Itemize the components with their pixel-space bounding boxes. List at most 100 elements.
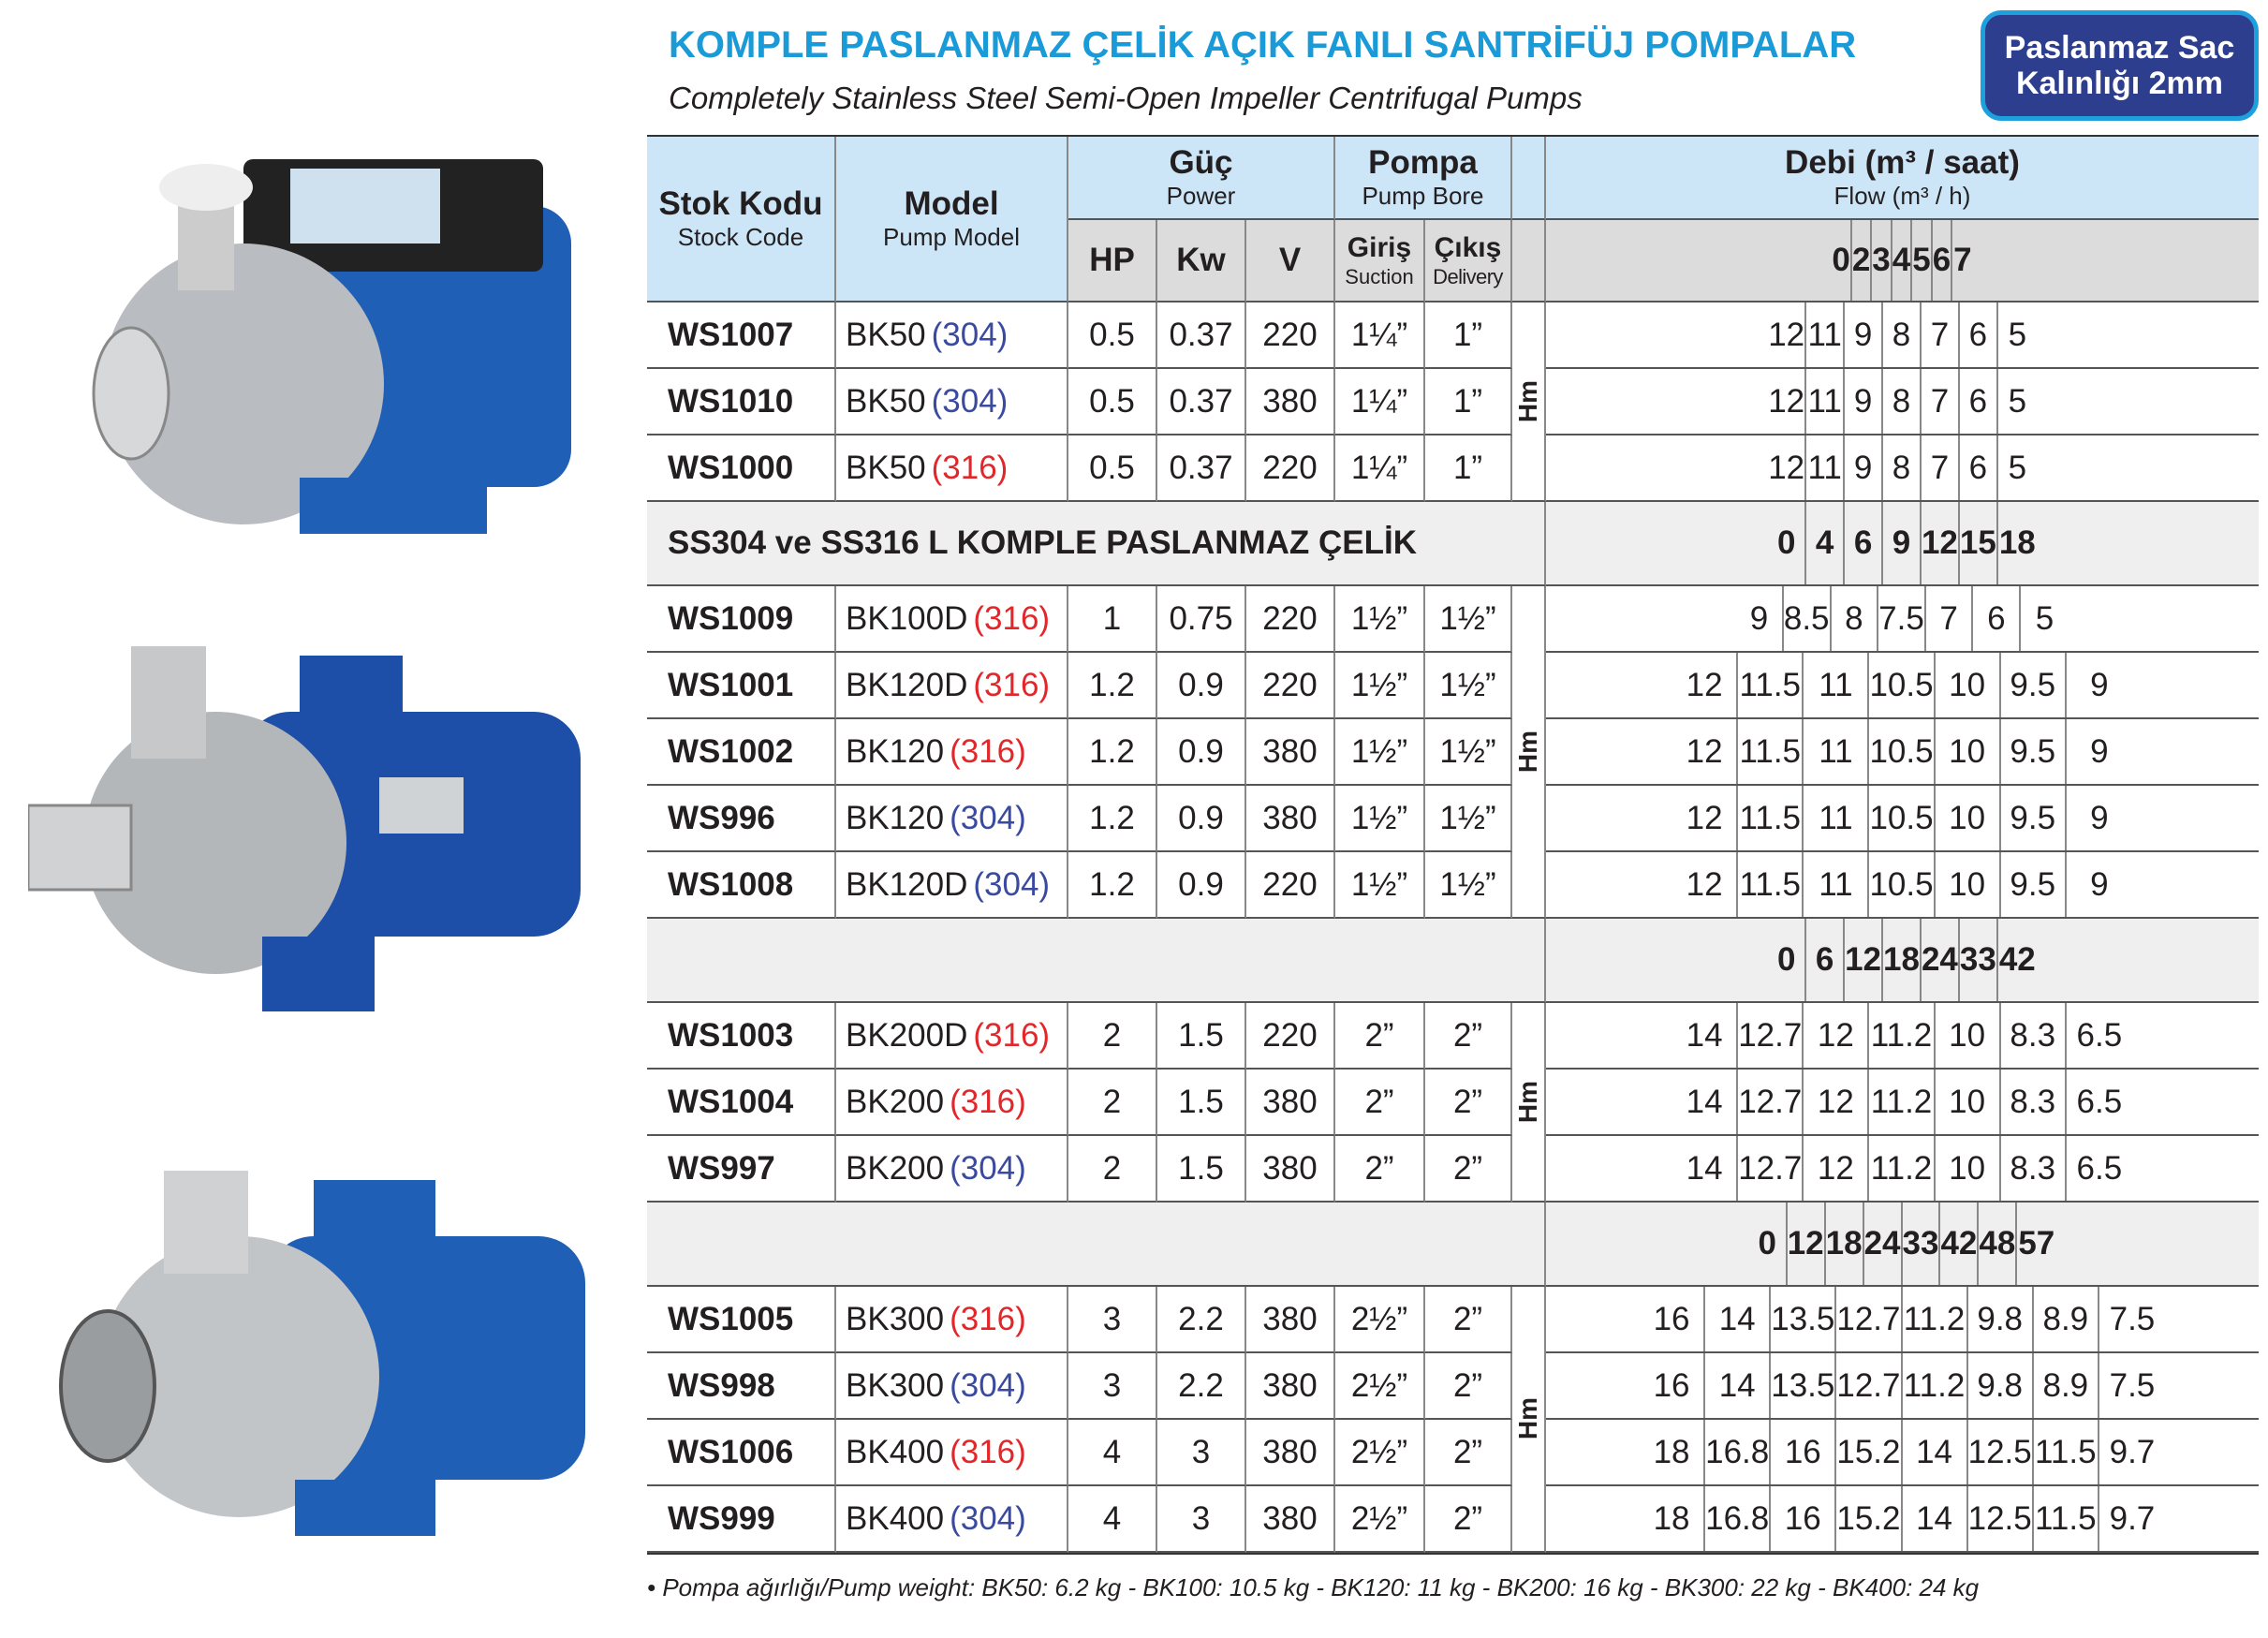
header-sublabel: Stock Code [677,222,804,251]
badge-line-2: Kalınlığı 2mm [2015,66,2224,101]
flow-cells: 12 11.5 11 10.5 10 9.5 9 [1672,786,2132,850]
head-value: 10.5 [1869,719,1936,784]
spec-in: 2” [1335,1070,1425,1136]
head-value: 9.8 [1968,1287,2034,1351]
head-value: 8.3 [2001,1070,2067,1134]
hm-label: Hm [1513,379,1542,423]
material-grade: (304) [950,1149,1026,1187]
spec-hp: 1.2 [1068,852,1157,919]
head-value: 10.5 [1869,786,1936,850]
flow-value: 18 [1997,502,2037,584]
flow-cells: 14 12.7 12 11.2 10 8.3 6.5 [1672,1003,2132,1068]
hm-column: Hm [1512,303,1546,502]
model-name: BK100D [846,599,968,637]
spec-in: 2½” [1335,1420,1425,1486]
head-value: 12.5 [1968,1420,2034,1484]
head-values: 12 11.5 11 10.5 10 9.5 9 [1546,653,2259,719]
head-value: 8.3 [2001,1136,2067,1201]
spec-hp: 4 [1068,1486,1157,1553]
head-value: 11.2 [1869,1070,1936,1134]
head-value: 14 [1672,1070,1739,1134]
header-sublabel: Pump Model [883,222,1020,251]
head-value: 16.8 [1705,1420,1772,1484]
spec-out: 1” [1425,303,1512,369]
stock-code: WS1004 [647,1070,836,1136]
header-text: Giriş Suction [1345,232,1413,288]
spec-hp: 1.2 [1068,719,1157,786]
head-value: 9 [2090,865,2109,903]
stock-code: WS998 [647,1353,836,1420]
material-grade: (316) [973,1016,1051,1054]
header-text: Model Pump Model [883,185,1020,251]
head-value: 11.5 [1738,786,1804,850]
spec-out: 2” [1425,1486,1512,1553]
flow-cells: 12 11.5 11 10.5 10 9.5 9 [1672,719,2132,784]
head-value: 11 [1804,653,1870,717]
head-value: 5 [2008,316,2027,353]
header-hm-spacer [1512,220,1546,303]
flow-value: 7 [1952,220,1973,301]
head-value: 11.5 [2034,1420,2099,1484]
spec-out: 1½” [1425,586,1512,653]
material-grade: (304) [931,382,1009,420]
head-value: 6 [1960,369,1998,434]
head-value: 10 [1936,1070,2001,1134]
hm-column: Hm [1512,586,1546,919]
header-label: Giriş [1347,232,1412,264]
material-grade: (304) [950,1366,1026,1404]
head-value: 12 [1672,786,1739,850]
header-stock-code: Stok Kodu Stock Code [647,137,836,303]
head-value: 12.7 [1738,1003,1804,1068]
header-label: Güç [1169,144,1233,182]
head-value: 11 [1806,303,1846,367]
material-grade: (316) [931,449,1009,486]
section-title: SS304 ve SS316 L KOMPLE PASLANMAZ ÇELİK [647,502,1546,586]
head-value: 9 [2090,732,2109,770]
head-value: 16 [1771,1420,1837,1484]
head-values: 12 11 9 8 7 6 5 [1546,369,2259,435]
stock-code: WS1000 [647,435,836,502]
hm-column: Hm [1512,1287,1546,1553]
flow-cells: 14 12.7 12 11.2 10 8.3 6.5 [1672,1070,2132,1134]
spec-v: 380 [1246,1287,1335,1353]
material-grade: (304) [931,316,1009,353]
model-cell: BK120D (316) [836,653,1068,719]
head-value: 12 [1672,653,1739,717]
pump-spec-table: Stok Kodu Stock Code Model Pump Model Güç Pow… [647,135,2259,1555]
spec-kw: 1.5 [1157,1070,1246,1136]
material-grade: (304) [973,865,1051,903]
spec-kw: 0.9 [1157,852,1246,919]
flow-value: 4 [1892,220,1913,301]
hm-label: Hm [1513,730,1542,774]
spec-hp: 4 [1068,1420,1157,1486]
spec-kw: 3 [1157,1420,1246,1486]
head-values: 16 14 13.5 12.7 11.2 9.8 8.9 7.5 [1546,1287,2259,1353]
spec-kw: 0.9 [1157,653,1246,719]
flow-value: 3 [1872,220,1892,301]
head-value: 12.5 [1968,1486,2034,1551]
model-name: BK50 [846,316,926,353]
head-value: 15.2 [1836,1486,1903,1551]
spec-hp: 0.5 [1068,435,1157,502]
header-v: V [1246,220,1335,303]
header-sublabel: Suction [1345,264,1414,288]
head-value: 9 [1845,435,1884,500]
header-pump-bore: Pompa Pump Bore [1335,137,1512,220]
head-values: 12 11 9 8 7 6 5 [1546,435,2259,502]
header-delivery: Çıkış Delivery [1425,220,1512,303]
spec-hp: 1 [1068,586,1157,653]
spec-kw: 0.37 [1157,435,1246,502]
head-values: 12 11 9 8 7 6 5 [1546,303,2259,369]
flow-value: 0 [1768,919,1807,1001]
head-value: 12 [1768,369,1807,434]
table-block: 0 6 12 18 24 33 42 WS1003 BK200D (316) 2 1.5 220 2” 2”… [647,919,2259,1203]
flow-cells: 16 14 13.5 12.7 11.2 9.8 8.9 7.5 [1640,1353,2165,1418]
head-values: 14 12.7 12 11.2 10 8.3 6.5 [1546,1136,2259,1203]
header-sublabel: Pump Bore [1362,181,1484,210]
header-text: Pompa Pump Bore [1362,144,1483,210]
model-cell: BK50 (304) [836,303,1068,369]
section-title [647,1203,1546,1287]
stock-code: WS996 [647,786,836,852]
head-value: 12.7 [1738,1070,1804,1134]
model-cell: BK50 (304) [836,369,1068,435]
